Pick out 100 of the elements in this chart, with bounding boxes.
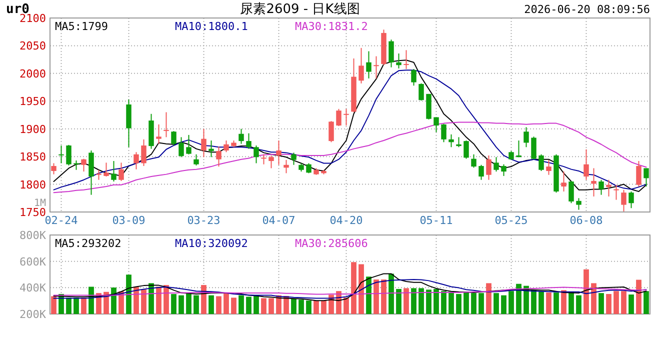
candlestick <box>606 179 612 197</box>
candlestick <box>306 162 312 174</box>
line-series <box>53 273 647 302</box>
candlestick <box>276 140 282 166</box>
text: MA10:320092 <box>175 237 248 250</box>
candlestick <box>598 179 604 196</box>
candlestick <box>486 154 492 180</box>
candlestick <box>126 98 132 148</box>
candlestick <box>171 130 176 146</box>
candlestick <box>448 134 454 148</box>
candlestick <box>621 189 626 212</box>
candlestick <box>404 50 409 70</box>
candlestick <box>141 138 146 166</box>
candlestick <box>291 152 296 166</box>
text: MA5:1799 <box>55 20 108 33</box>
y-tick-label: 200K <box>20 308 46 321</box>
candlestick <box>501 164 506 176</box>
candlestick <box>524 126 529 148</box>
text: MA10:1800.1 <box>175 20 248 33</box>
candlestick <box>194 154 199 166</box>
candlestick <box>156 124 162 144</box>
candlestick <box>366 50 372 79</box>
candlestick <box>111 160 116 182</box>
x-tick-label: 04-07 <box>262 214 296 227</box>
text: MA5:293202 <box>55 237 122 250</box>
candlestick <box>538 154 544 172</box>
candlestick <box>201 128 206 158</box>
candlestick <box>344 108 349 126</box>
candlestick <box>434 116 439 133</box>
candlestick <box>441 123 446 143</box>
candlestick <box>284 159 289 174</box>
candlestick <box>164 112 169 138</box>
candlestick <box>418 82 424 102</box>
candlestick <box>186 134 192 155</box>
candlestick <box>388 39 394 68</box>
candlestick <box>568 180 574 204</box>
candlestick <box>268 154 274 169</box>
y-tick-label: 600K <box>20 255 46 268</box>
candlestick <box>644 168 649 188</box>
y-tick-label: 1850 <box>20 150 46 164</box>
candlestick <box>516 140 522 158</box>
candlestick <box>336 108 342 127</box>
candlestick <box>208 140 214 158</box>
candlestick <box>531 136 536 160</box>
candlestick <box>628 190 634 209</box>
candlestick <box>238 128 244 144</box>
y-tick-label: 2000 <box>20 67 46 80</box>
candlestick <box>74 160 79 170</box>
y-tick-label: 1800 <box>20 178 46 192</box>
line-series <box>53 286 647 296</box>
candlestick <box>261 154 266 165</box>
x-tick-label: 03-23 <box>187 214 220 227</box>
candlestick <box>328 120 334 143</box>
candlestick <box>561 171 566 192</box>
x-tick-label: 03-09 <box>112 214 146 227</box>
candlestick <box>614 184 619 200</box>
line-series <box>53 279 647 299</box>
x-tick-label: 02-24 <box>44 214 78 227</box>
candlestick <box>396 52 402 69</box>
candlestick <box>494 156 499 172</box>
candlestick <box>636 160 642 188</box>
candlestick <box>216 146 222 168</box>
x-tick-label: 04-20 <box>330 214 363 227</box>
candlestick <box>254 144 259 164</box>
candlestick <box>591 168 596 197</box>
candlestick <box>464 140 469 160</box>
candlestick <box>178 136 184 158</box>
chart-title: 尿素2609 - 日K线图 <box>240 2 360 17</box>
candlestick <box>478 164 484 180</box>
text: MA30:285606 <box>295 237 368 250</box>
candlestick <box>224 140 229 153</box>
candlestick <box>546 159 552 176</box>
candlestick <box>411 68 416 86</box>
candlestick <box>66 144 72 166</box>
candlestick <box>58 144 64 164</box>
candlestick <box>51 162 56 175</box>
candlestick <box>104 162 109 178</box>
candlestick <box>471 154 476 168</box>
candlestick <box>374 56 379 79</box>
candlestick <box>358 47 364 84</box>
candlestick <box>584 148 589 180</box>
y-tick-label: 400K <box>20 282 46 295</box>
y-tick-label: 1900 <box>20 122 46 136</box>
candlestick <box>576 198 582 210</box>
text: 2026-06-20 08:09:56 <box>524 3 650 16</box>
candlestick <box>134 152 139 170</box>
text: MA30:1831.2 <box>295 20 368 33</box>
y-tick-label: 1750 <box>20 206 46 219</box>
candlestick <box>246 132 252 150</box>
candlestick <box>118 162 124 182</box>
y-tick-label: 1950 <box>20 95 46 108</box>
y-tick-label: 800K <box>20 229 46 242</box>
candlestick <box>81 158 86 172</box>
candlestick <box>456 136 462 148</box>
text: 1M <box>34 198 46 209</box>
candlestick <box>88 150 94 196</box>
x-tick-label: 05-11 <box>420 214 453 227</box>
x-tick-label: 05-25 <box>494 214 528 227</box>
y-tick-label: 2050 <box>20 40 46 53</box>
candlestick <box>96 169 102 180</box>
